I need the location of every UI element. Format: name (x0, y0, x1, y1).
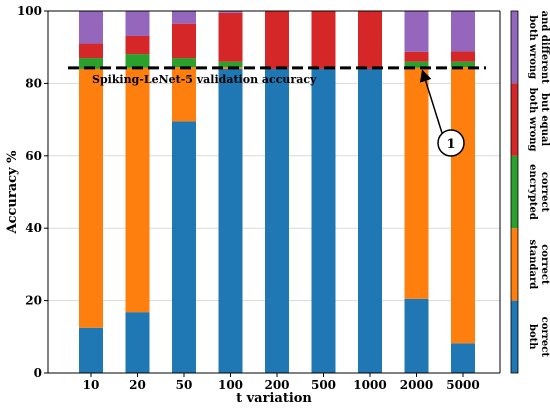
bar-segment-both-correct-2000 (404, 298, 429, 373)
bar-segment-both-wrong-and-different-10 (79, 11, 103, 44)
bar-segment-standard-correct-10 (79, 68, 103, 328)
legend-border (510, 10, 519, 374)
x-tick-label: 50 (176, 378, 193, 392)
legend-swatch (511, 83, 518, 156)
x-tick-labels: 10 20 50 100 200 500 1000 2000 5000 (83, 373, 480, 392)
legend-label-line2: correct (539, 317, 550, 358)
y-tick-labels: 0 20 40 60 80 100 (17, 4, 48, 380)
x-axis-label: t variation (236, 391, 312, 406)
legend-label-line2: and different (539, 11, 550, 84)
bar-segment-encrypted-correct-5000 (451, 61, 475, 68)
bar-segment-both-correct-1000 (358, 68, 382, 374)
bar-segment-both-wrong-but-equal-100 (218, 12, 243, 62)
legend-entry: both wrong but equal (527, 88, 550, 152)
x-tick-label: 10 (83, 378, 100, 392)
bar-segment-both-wrong-but-equal-10 (79, 43, 103, 59)
legend-label-line1: encrypted (527, 164, 538, 220)
y-tick-label: 60 (25, 149, 42, 163)
bar-segment-both-wrong-but-equal-2000 (404, 51, 429, 62)
legend-entry: both wrong and different (527, 11, 550, 84)
bar-segment-both-correct-50 (172, 121, 196, 373)
x-tick-label: 5000 (446, 378, 479, 392)
axes (47, 10, 501, 374)
x-tick-label: 500 (311, 378, 336, 392)
bar-segment-standard-correct-5000 (451, 67, 475, 344)
reference-line-group: Spiking-LeNet-5 validation accuracy (68, 66, 486, 86)
bar-segment-both-wrong-and-different-20 (125, 11, 150, 36)
x-tick-label: 1000 (353, 378, 386, 392)
bar-segment-standard-correct-50 (172, 67, 196, 122)
annotation-label: 1 (446, 137, 455, 152)
bar-segment-both-wrong-but-equal-200 (265, 11, 289, 69)
bar-segment-both-wrong-and-different-5000 (451, 11, 475, 52)
legend-label-line2: correct (539, 244, 550, 285)
legend-label-line2: but equal (539, 93, 550, 146)
bar-segment-both-correct-200 (265, 68, 289, 374)
bars (79, 11, 475, 374)
legend-swatch (511, 11, 518, 84)
bar-segment-standard-correct-2000 (404, 67, 429, 299)
legend-swatch (511, 300, 518, 373)
legend-entry: both correct (527, 317, 550, 358)
bar-segment-both-correct-5000 (451, 343, 475, 373)
bar-segment-both-correct-500 (311, 68, 336, 374)
bar-segment-encrypted-correct-50 (172, 58, 196, 68)
bar-segment-both-wrong-but-equal-20 (125, 35, 150, 55)
bar-segment-both-correct-100 (218, 68, 243, 374)
bar-segment-both-correct-20 (125, 312, 150, 373)
bar-segment-both-wrong-and-different-100 (218, 11, 243, 13)
x-tick-label: 100 (218, 378, 243, 392)
legend-entry: standard correct (527, 240, 550, 290)
y-tick-label: 0 (34, 366, 42, 380)
legend-label-line2: correct (539, 172, 550, 213)
bar-segment-both-wrong-but-equal-500 (311, 11, 336, 69)
bar-segment-both-wrong-and-different-50 (172, 11, 196, 24)
y-tick-label: 20 (25, 294, 42, 308)
annotation-arrow (419, 69, 443, 134)
legend-entry: encrypted correct (527, 164, 550, 220)
bar-segment-standard-correct-20 (125, 67, 150, 313)
legend-swatch (511, 155, 518, 229)
legend-label-line1: both wrong (527, 88, 538, 152)
bar-segment-encrypted-correct-20 (125, 54, 150, 68)
bar-segment-both-correct-10 (79, 327, 103, 373)
x-tick-label: 20 (129, 378, 146, 392)
bar-segment-both-wrong-but-equal-50 (172, 23, 196, 59)
x-tick-label: 2000 (400, 378, 433, 392)
bar-segment-both-wrong-and-different-2000 (404, 11, 429, 52)
annotation-circle (437, 129, 465, 157)
reference-line-label: Spiking-LeNet-5 validation accuracy (92, 73, 317, 86)
bar-segment-encrypted-correct-2000 (404, 61, 429, 68)
legend-label-line1: both wrong (527, 15, 538, 79)
legend-swatch (511, 228, 518, 301)
y-tick-label: 100 (17, 4, 42, 18)
y-tick-label: 40 (25, 221, 42, 235)
bar-segment-encrypted-correct-100 (218, 61, 243, 68)
bar-segment-both-wrong-but-equal-1000 (358, 11, 382, 69)
x-tick-label: 200 (264, 378, 289, 392)
bar-segment-both-wrong-but-equal-5000 (451, 51, 475, 62)
y-axis-label: Accuracy % (5, 150, 20, 235)
legend-label-line1: standard (527, 240, 538, 290)
legend-label-line1: both (527, 324, 538, 350)
annotation-group: 1 (419, 69, 465, 157)
bar-segment-encrypted-correct-10 (79, 58, 103, 69)
y-tick-label: 80 (25, 76, 42, 90)
